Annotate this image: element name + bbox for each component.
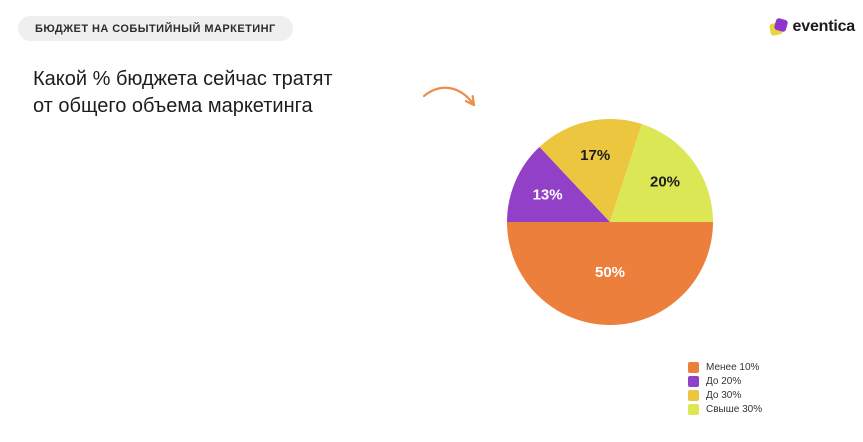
question-title: Какой % бюджета сейчас тратят от общего … [33, 68, 333, 117]
logo-text: eventica [792, 18, 856, 35]
logo: eventica [768, 17, 856, 37]
logo-mark-icon [768, 17, 788, 37]
section-badge-label: БЮДЖЕТ НА СОБЫТИЙНЫЙ МАРКЕТИНГ [35, 22, 276, 35]
legend-label: До 20% [706, 376, 742, 387]
legend-label: Менее 10% [706, 362, 760, 373]
pie-slice-value-label: 20% [650, 174, 680, 191]
pie-slice-value-label: 17% [580, 147, 610, 164]
pie-slice-2 [507, 146, 610, 222]
pie-slice-1 [507, 222, 713, 325]
legend-label: Свыше 30% [706, 404, 763, 415]
section-badge: БЮДЖЕТ НА СОБЫТИЙНЫЙ МАРКЕТИНГ [18, 16, 293, 41]
pie-chart: 50% 13% 17% 20% [506, 118, 714, 326]
pie-chart-svg: 50% 13% 17% 20% [507, 118, 713, 325]
legend-swatch [688, 376, 699, 387]
legend-item: До 30% [688, 390, 762, 401]
legend-swatch [688, 390, 699, 401]
legend-swatch [688, 404, 699, 415]
pie-slice-value-label: 13% [533, 187, 563, 204]
pie-slice-3 [539, 118, 642, 222]
pie-slice-4 [610, 124, 713, 222]
legend-item: До 20% [688, 376, 762, 387]
pie-slice-value-label: 50% [595, 264, 625, 281]
legend: Менее 10% До 20% До 30% Свыше 30% [688, 362, 762, 415]
curved-arrow-icon [422, 86, 476, 107]
legend-item: Свыше 30% [688, 404, 762, 415]
legend-swatch [688, 362, 699, 373]
legend-label: До 30% [706, 390, 742, 401]
legend-item: Менее 10% [688, 362, 762, 373]
